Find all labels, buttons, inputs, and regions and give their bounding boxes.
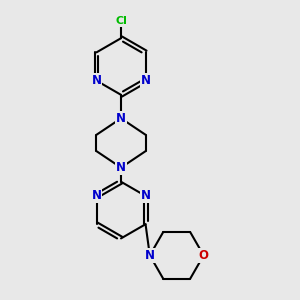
Text: N: N xyxy=(92,189,101,203)
Text: N: N xyxy=(116,161,126,174)
Text: O: O xyxy=(199,249,208,262)
Text: Cl: Cl xyxy=(115,16,127,26)
Text: N: N xyxy=(141,74,151,87)
Text: N: N xyxy=(92,74,101,87)
Text: N: N xyxy=(145,249,155,262)
Text: N: N xyxy=(141,189,151,203)
Text: N: N xyxy=(116,112,126,125)
